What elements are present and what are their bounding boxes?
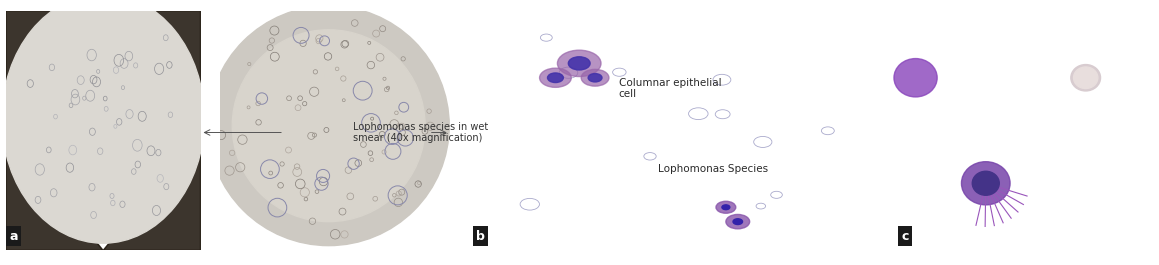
Circle shape <box>962 162 1011 205</box>
Text: c: c <box>901 229 909 242</box>
Circle shape <box>540 68 571 87</box>
Circle shape <box>972 171 999 195</box>
Text: a: a <box>9 229 17 242</box>
Text: Lophomonas Species: Lophomonas Species <box>658 164 768 174</box>
Polygon shape <box>103 130 201 250</box>
Circle shape <box>557 50 602 77</box>
Circle shape <box>722 205 730 210</box>
Circle shape <box>2 0 204 243</box>
Circle shape <box>894 59 938 97</box>
Polygon shape <box>103 11 201 130</box>
Text: Lophomonas species in wet
smear (40x magnification): Lophomonas species in wet smear (40x mag… <box>353 122 489 143</box>
Circle shape <box>1071 65 1101 91</box>
Circle shape <box>568 57 590 70</box>
Circle shape <box>1073 67 1098 89</box>
Circle shape <box>547 73 563 82</box>
Circle shape <box>732 219 743 224</box>
Circle shape <box>209 6 450 246</box>
Text: Columnar epithelial
cell: Columnar epithelial cell <box>619 78 722 99</box>
Circle shape <box>588 74 602 82</box>
Circle shape <box>581 69 608 86</box>
Circle shape <box>716 201 736 213</box>
Text: b: b <box>475 229 484 242</box>
Circle shape <box>726 214 750 229</box>
Polygon shape <box>6 130 103 250</box>
Polygon shape <box>6 11 103 130</box>
Circle shape <box>232 30 425 222</box>
